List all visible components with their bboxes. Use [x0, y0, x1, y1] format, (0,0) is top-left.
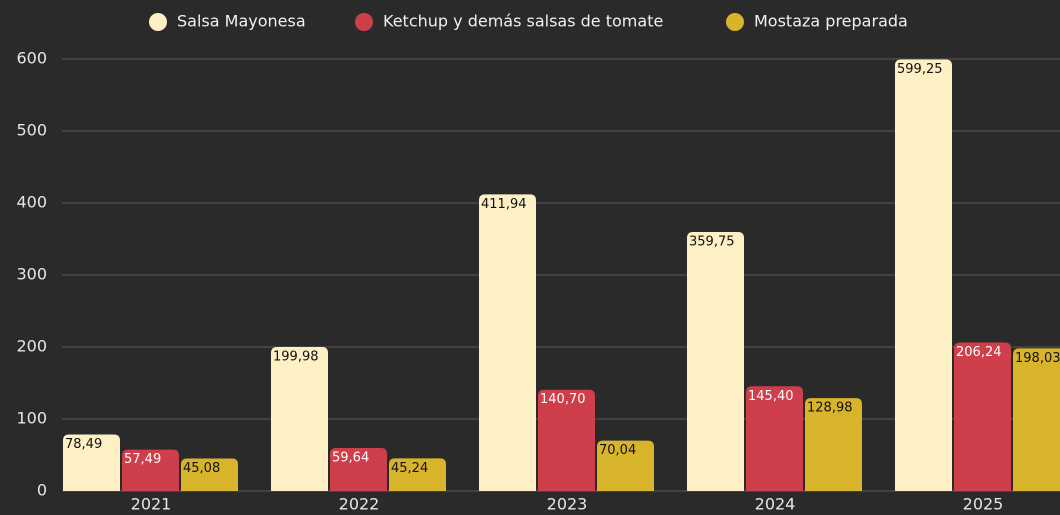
value-label: 359,75 — [689, 234, 735, 249]
bar — [1013, 348, 1060, 491]
x-tick-label: 2024 — [755, 495, 796, 514]
value-label: 59,64 — [332, 451, 369, 466]
legend-swatch — [149, 13, 167, 31]
value-label: 45,24 — [391, 461, 428, 476]
value-label: 70,04 — [599, 443, 636, 458]
bar — [954, 342, 1011, 491]
bar — [389, 458, 446, 491]
y-tick-label: 100 — [16, 409, 47, 428]
x-tick-label: 2021 — [131, 495, 172, 514]
bar — [271, 347, 328, 491]
bar — [805, 398, 862, 491]
bar — [330, 448, 387, 491]
value-label: 140,70 — [540, 392, 586, 407]
y-tick-label: 600 — [16, 49, 47, 68]
value-label: 145,40 — [748, 389, 794, 404]
y-tick-label: 200 — [16, 337, 47, 356]
y-tick-label: 400 — [16, 193, 47, 212]
legend-label: Mostaza preparada — [754, 12, 908, 31]
value-label: 57,49 — [124, 452, 161, 467]
value-label: 198,03 — [1015, 351, 1060, 366]
x-tick-label: 2022 — [339, 495, 380, 514]
x-tick-label: 2023 — [547, 495, 588, 514]
y-tick-label: 300 — [16, 265, 47, 284]
x-tick-label: 2025 — [963, 495, 1004, 514]
bar — [895, 59, 952, 491]
legend-swatch — [355, 13, 373, 31]
bar — [122, 449, 179, 491]
value-label: 206,24 — [956, 345, 1002, 360]
legend-swatch — [726, 13, 744, 31]
value-label: 199,98 — [273, 350, 319, 365]
legend-label: Ketchup y demás salsas de tomate — [383, 12, 663, 31]
value-label: 45,08 — [183, 461, 220, 476]
y-tick-label: 500 — [16, 121, 47, 140]
bar — [181, 458, 238, 491]
value-label: 599,25 — [897, 62, 943, 77]
value-label: 128,98 — [807, 401, 853, 416]
bar — [63, 434, 120, 491]
value-label: 78,49 — [65, 437, 102, 452]
bar — [597, 440, 654, 491]
value-label: 411,94 — [481, 197, 527, 212]
bar — [687, 231, 744, 492]
bar — [538, 389, 595, 491]
bar — [479, 194, 536, 491]
y-tick-label: 0 — [37, 481, 47, 500]
legend-label: Salsa Mayonesa — [177, 12, 306, 31]
bar — [746, 386, 803, 491]
